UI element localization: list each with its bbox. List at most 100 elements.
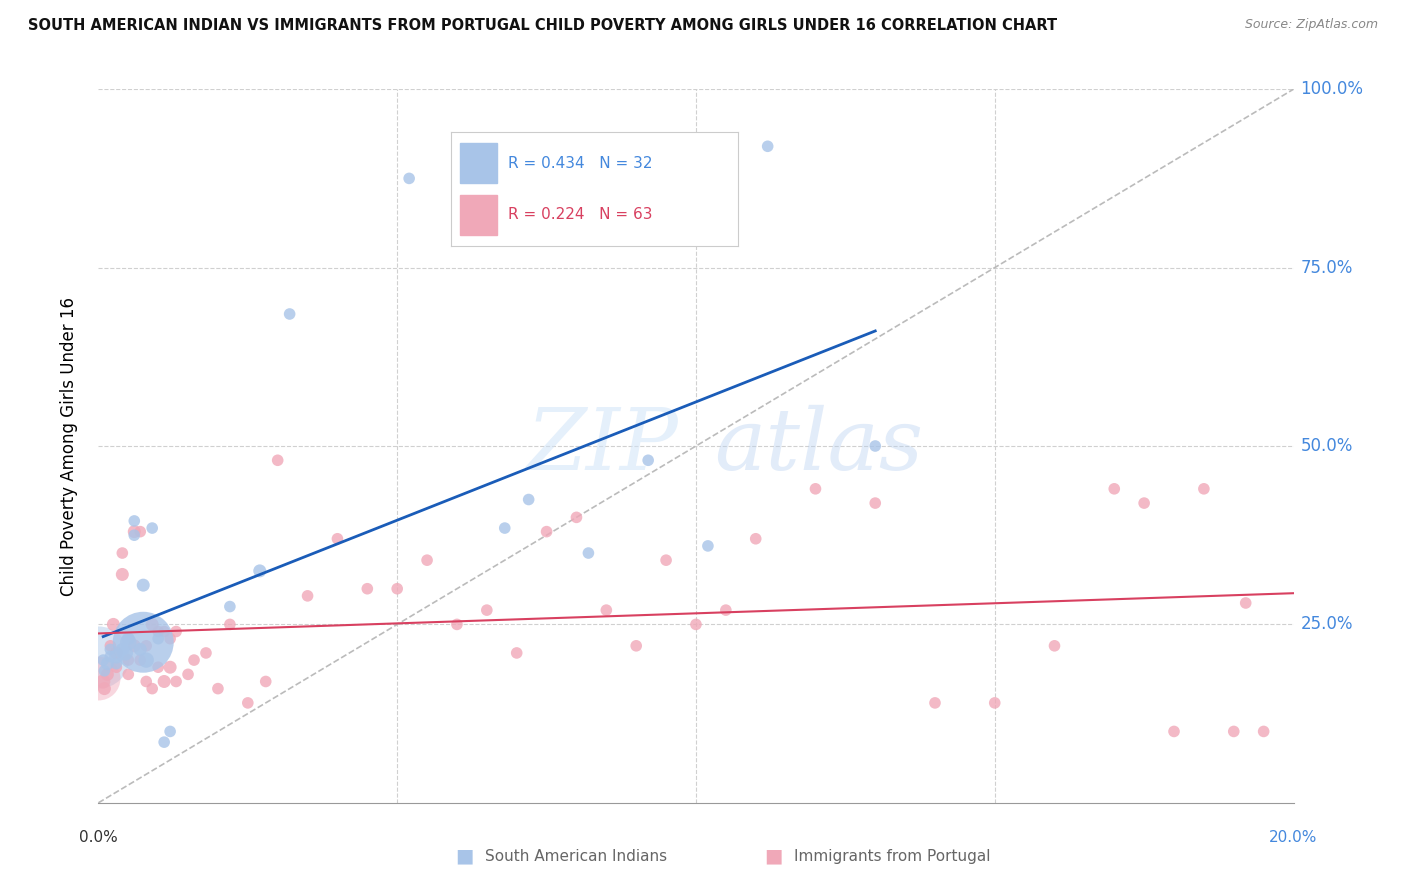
Point xyxy=(98,642,122,657)
Point xyxy=(517,492,540,507)
Point xyxy=(804,482,827,496)
Point xyxy=(98,639,122,653)
Point xyxy=(1104,482,1126,496)
Text: 75.0%: 75.0% xyxy=(1301,259,1353,277)
Point xyxy=(506,646,529,660)
Point xyxy=(105,660,128,674)
Text: 50.0%: 50.0% xyxy=(1301,437,1353,455)
Point xyxy=(148,660,170,674)
Point xyxy=(132,635,155,649)
Point xyxy=(103,617,125,632)
Text: South American Indians: South American Indians xyxy=(485,849,668,863)
Point xyxy=(578,546,600,560)
Point xyxy=(141,617,163,632)
Text: Immigrants from Portugal: Immigrants from Portugal xyxy=(794,849,991,863)
Point xyxy=(249,564,271,578)
Point xyxy=(148,632,170,646)
Point xyxy=(148,624,170,639)
Point xyxy=(356,582,378,596)
Text: ■: ■ xyxy=(763,847,783,866)
Point xyxy=(1253,724,1275,739)
Point xyxy=(446,617,468,632)
Point xyxy=(207,681,229,696)
Text: 100.0%: 100.0% xyxy=(1301,80,1364,98)
Point xyxy=(124,528,146,542)
Y-axis label: Child Poverty Among Girls Under 16: Child Poverty Among Girls Under 16 xyxy=(59,296,77,596)
Point xyxy=(124,524,146,539)
Point xyxy=(236,696,259,710)
Point xyxy=(194,646,218,660)
Point xyxy=(96,657,118,671)
Point xyxy=(93,681,115,696)
Point xyxy=(165,674,187,689)
Point xyxy=(141,521,163,535)
Point xyxy=(117,635,139,649)
Point xyxy=(924,696,946,710)
Point xyxy=(745,532,768,546)
Point xyxy=(153,674,176,689)
Point xyxy=(219,599,242,614)
Point xyxy=(219,617,242,632)
Point xyxy=(565,510,588,524)
Point xyxy=(416,553,439,567)
Point xyxy=(655,553,678,567)
Point xyxy=(475,603,498,617)
Point xyxy=(536,524,558,539)
Text: atlas: atlas xyxy=(714,405,922,487)
Point xyxy=(132,578,155,592)
Point xyxy=(494,521,516,535)
Point xyxy=(129,653,152,667)
Point xyxy=(114,646,136,660)
Point xyxy=(177,667,200,681)
Text: SOUTH AMERICAN INDIAN VS IMMIGRANTS FROM PORTUGAL CHILD POVERTY AMONG GIRLS UNDE: SOUTH AMERICAN INDIAN VS IMMIGRANTS FROM… xyxy=(28,18,1057,33)
Point xyxy=(385,582,409,596)
Point xyxy=(183,653,205,667)
Point xyxy=(124,514,146,528)
Point xyxy=(105,646,128,660)
Point xyxy=(1163,724,1185,739)
Point xyxy=(1043,639,1066,653)
Point xyxy=(141,681,163,696)
Text: ■: ■ xyxy=(454,847,474,866)
Point xyxy=(297,589,319,603)
Point xyxy=(865,439,887,453)
Point xyxy=(637,453,659,467)
Point xyxy=(105,649,128,664)
Point xyxy=(87,649,110,664)
Point xyxy=(153,624,176,639)
Point xyxy=(685,617,707,632)
Point xyxy=(267,453,290,467)
Point xyxy=(865,496,887,510)
Point xyxy=(1234,596,1257,610)
Point xyxy=(96,667,118,681)
Point xyxy=(697,539,720,553)
Point xyxy=(1192,482,1215,496)
Point xyxy=(1133,496,1156,510)
Point xyxy=(983,696,1005,710)
Point xyxy=(93,664,115,678)
Point xyxy=(135,639,157,653)
Text: ZIP: ZIP xyxy=(526,405,678,487)
Point xyxy=(129,524,152,539)
Point xyxy=(111,642,134,657)
Point xyxy=(159,724,181,739)
Point xyxy=(129,642,152,657)
Point xyxy=(135,653,157,667)
Point xyxy=(153,735,176,749)
Point xyxy=(117,667,139,681)
Point xyxy=(91,653,114,667)
Point xyxy=(714,603,737,617)
Point xyxy=(756,139,779,153)
Point xyxy=(117,653,139,667)
Point xyxy=(254,674,277,689)
Point xyxy=(111,546,134,560)
Point xyxy=(159,632,181,646)
Text: 25.0%: 25.0% xyxy=(1301,615,1353,633)
Text: 0.0%: 0.0% xyxy=(79,830,118,845)
Point xyxy=(165,624,187,639)
Text: 20.0%: 20.0% xyxy=(1270,830,1317,845)
Point xyxy=(135,674,157,689)
Text: Source: ZipAtlas.com: Source: ZipAtlas.com xyxy=(1244,18,1378,31)
Point xyxy=(278,307,301,321)
Point xyxy=(117,632,139,646)
